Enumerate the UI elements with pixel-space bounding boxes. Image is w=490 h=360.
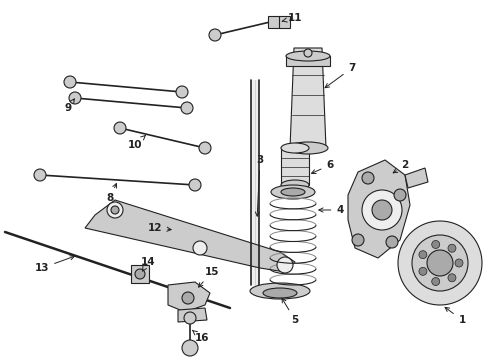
Text: 11: 11 — [282, 13, 302, 23]
Text: 1: 1 — [445, 307, 466, 325]
Text: 9: 9 — [65, 99, 74, 113]
Polygon shape — [251, 80, 259, 285]
Text: 5: 5 — [282, 298, 298, 325]
Text: 12: 12 — [148, 223, 171, 233]
Ellipse shape — [281, 143, 309, 153]
Ellipse shape — [271, 185, 315, 199]
Circle shape — [176, 86, 188, 98]
Text: 16: 16 — [192, 330, 209, 343]
Circle shape — [304, 49, 312, 57]
Circle shape — [412, 235, 468, 291]
Polygon shape — [168, 282, 210, 312]
Circle shape — [427, 250, 453, 276]
Polygon shape — [178, 308, 207, 322]
Circle shape — [193, 241, 207, 255]
Circle shape — [352, 234, 364, 246]
Ellipse shape — [281, 188, 305, 196]
Circle shape — [432, 278, 440, 285]
Circle shape — [189, 179, 201, 191]
Text: 6: 6 — [312, 160, 334, 174]
Circle shape — [181, 102, 193, 114]
Polygon shape — [405, 168, 428, 188]
Circle shape — [419, 267, 427, 275]
Ellipse shape — [263, 288, 297, 298]
Ellipse shape — [288, 142, 328, 154]
Text: 15: 15 — [198, 267, 219, 287]
Circle shape — [386, 236, 398, 248]
Text: 3: 3 — [255, 155, 264, 216]
Ellipse shape — [250, 283, 310, 299]
Ellipse shape — [286, 51, 330, 61]
Circle shape — [182, 340, 198, 356]
Circle shape — [135, 269, 145, 279]
Text: 10: 10 — [128, 135, 146, 150]
Circle shape — [455, 259, 463, 267]
Circle shape — [199, 142, 211, 154]
Polygon shape — [131, 265, 149, 283]
Text: 13: 13 — [35, 256, 74, 273]
Circle shape — [277, 257, 293, 273]
Circle shape — [111, 206, 119, 214]
Polygon shape — [348, 160, 410, 258]
Text: 14: 14 — [141, 257, 155, 271]
Polygon shape — [268, 16, 290, 28]
Circle shape — [114, 122, 126, 134]
Ellipse shape — [281, 180, 309, 190]
Text: 4: 4 — [319, 205, 343, 215]
Circle shape — [398, 221, 482, 305]
Circle shape — [394, 189, 406, 201]
Polygon shape — [286, 56, 330, 66]
Circle shape — [419, 251, 427, 259]
Text: 2: 2 — [393, 160, 409, 173]
Circle shape — [107, 202, 123, 218]
Circle shape — [362, 190, 402, 230]
Circle shape — [182, 292, 194, 304]
Circle shape — [209, 29, 221, 41]
Polygon shape — [281, 148, 309, 185]
Circle shape — [34, 169, 46, 181]
Circle shape — [448, 244, 456, 252]
Polygon shape — [85, 200, 295, 272]
Text: 7: 7 — [325, 63, 356, 88]
Circle shape — [64, 76, 76, 88]
Text: 8: 8 — [106, 184, 117, 203]
Circle shape — [432, 240, 440, 248]
Circle shape — [362, 172, 374, 184]
Circle shape — [184, 312, 196, 324]
Circle shape — [69, 92, 81, 104]
Polygon shape — [290, 48, 326, 148]
Circle shape — [372, 200, 392, 220]
Circle shape — [448, 274, 456, 282]
